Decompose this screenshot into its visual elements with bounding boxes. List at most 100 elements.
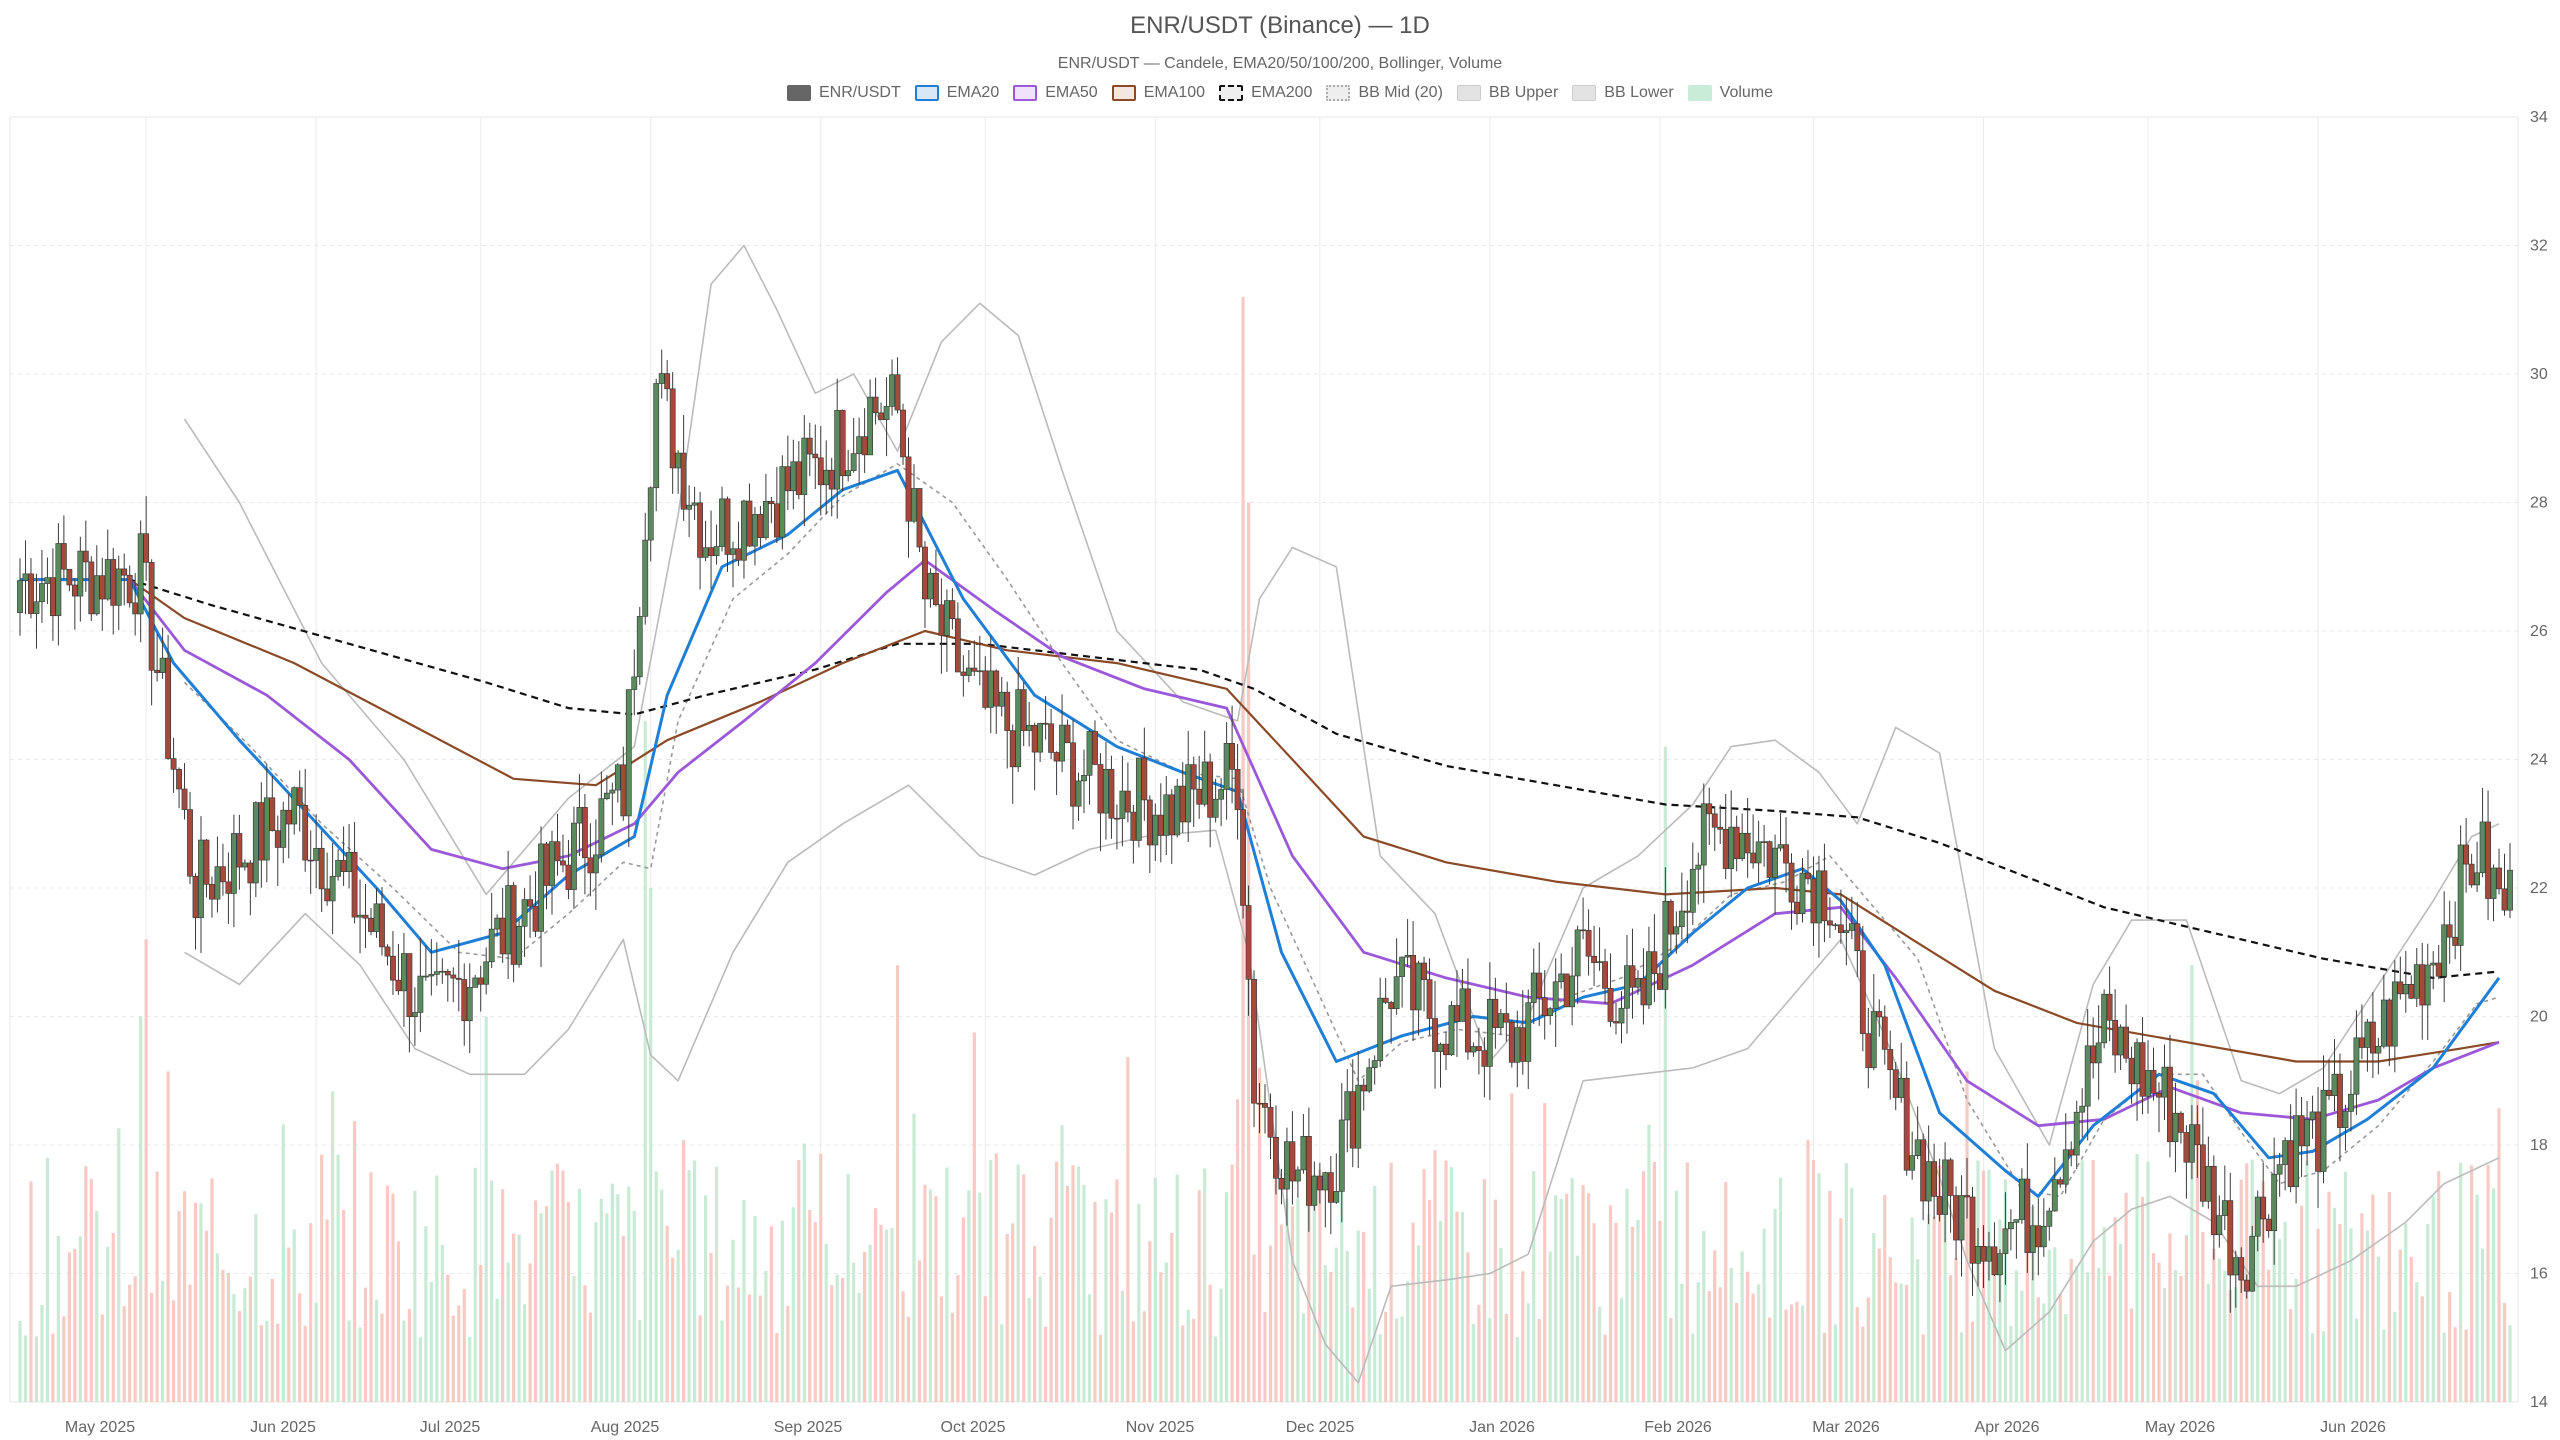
legend-item-bblower[interactable]: BB Lower	[1572, 84, 1674, 102]
volume-bar	[1888, 1257, 1892, 1402]
candle-body	[340, 860, 347, 873]
candle-body	[1124, 790, 1131, 813]
legend-item-ema100[interactable]: EMA100	[1111, 84, 1205, 102]
volume-bar	[1455, 1211, 1459, 1402]
legend-item-ema20[interactable]: EMA20	[914, 84, 999, 102]
candle-body	[1130, 811, 1137, 841]
candle-body	[905, 456, 912, 522]
volume-bar	[2283, 1221, 2287, 1402]
candle-body	[828, 469, 835, 490]
volume-bar	[923, 1184, 927, 1402]
legend-swatch-volume	[1687, 85, 1712, 101]
volume-bar	[901, 1291, 905, 1402]
candle-body	[823, 469, 830, 486]
candle-body	[132, 602, 139, 615]
legend-label-bbupper: BB Upper	[1488, 84, 1559, 101]
candle-body	[1887, 1049, 1894, 1071]
candle-body	[510, 885, 517, 965]
candle-body	[39, 583, 45, 603]
volume-bar	[490, 1180, 494, 1402]
volume-bar	[1098, 1334, 1103, 1402]
volume-bar	[1537, 1319, 1541, 1402]
volume-bar	[808, 1209, 812, 1402]
volume-bar	[895, 965, 900, 1402]
volume-bar	[2053, 1247, 2057, 1402]
volume-bar	[259, 1325, 263, 1402]
candle-body	[2095, 1042, 2102, 1064]
candle-body	[2210, 1165, 2217, 1236]
candle-body	[1508, 1021, 1515, 1063]
candle-body	[998, 691, 1005, 707]
volume-bar	[1948, 1275, 1953, 1402]
volume-bar	[1252, 1254, 1256, 1402]
volume-bar	[407, 1308, 412, 1402]
volume-bar	[1493, 1199, 1497, 1402]
volume-bar	[1883, 1195, 1887, 1402]
candle-body	[2183, 1132, 2190, 1163]
legend-item-bbupper[interactable]: BB Upper	[1456, 84, 1559, 102]
volume-bar	[1515, 1337, 1519, 1402]
volume-bar	[1384, 1311, 1388, 1402]
volume-bar	[451, 1315, 455, 1402]
candle-body	[2216, 1215, 2223, 1236]
ema200-line	[20, 578, 2500, 979]
volume-bar	[1131, 1321, 1135, 1402]
volume-bar	[1570, 1178, 1574, 1402]
volume-bar	[2228, 1289, 2232, 1402]
candle-body	[2068, 1149, 2075, 1156]
volume-bar	[758, 1295, 763, 1402]
candle-body	[1530, 972, 1537, 1003]
volume-bar	[1839, 1218, 1843, 1402]
x-tick-label: May 2025	[65, 1419, 135, 1436]
candle-body	[620, 764, 627, 817]
x-tick-label: May 2026	[2145, 1419, 2215, 1436]
candle-body	[1788, 862, 1795, 903]
volume-bar	[1065, 1185, 1070, 1402]
candle-body	[71, 584, 78, 597]
candle-body	[1196, 788, 1203, 805]
volume-bar	[1482, 1179, 1486, 1402]
volume-bar	[270, 1278, 274, 1402]
candle-body	[713, 546, 720, 556]
candle-body	[165, 657, 171, 759]
candle-body	[143, 533, 150, 563]
volume-bar	[572, 1275, 576, 1402]
candle-body	[433, 971, 440, 975]
legend-item-volume[interactable]: Volume	[1687, 84, 1773, 102]
volume-bar	[539, 1213, 543, 1402]
legend-item-ema200[interactable]: EMA200	[1219, 84, 1312, 102]
volume-bar	[2272, 1229, 2276, 1402]
candle-body	[1042, 722, 1049, 725]
volume-bar	[1033, 1246, 1037, 1402]
volume-bar	[182, 1191, 187, 1402]
volume-bar	[160, 1280, 165, 1402]
legend-item-candles[interactable]: ENR/USDT	[786, 84, 901, 102]
volume-bar	[2146, 1161, 2150, 1402]
volume-bar	[1115, 1179, 1119, 1402]
volume-bar	[1565, 1193, 1569, 1402]
volume-bar	[2502, 1302, 2507, 1402]
volume-bar	[1356, 1230, 1360, 1402]
volume-bar	[2420, 1296, 2424, 1402]
candle-body	[1997, 1253, 2003, 1276]
candle-body	[66, 568, 73, 586]
volume-bar	[1910, 1217, 1914, 1402]
candle-body	[1262, 1103, 1268, 1108]
volume-bar	[583, 1285, 587, 1402]
legend-item-ema50[interactable]: EMA50	[1013, 84, 1098, 102]
volume-bar	[1702, 1231, 1706, 1402]
volume-bar	[303, 1325, 307, 1402]
volume-bar	[2195, 1080, 2199, 1402]
volume-bar	[1274, 1179, 1278, 1402]
y-tick-label: 34	[2530, 109, 2548, 126]
candle-body	[1311, 1175, 1318, 1206]
volume-bar	[232, 1294, 236, 1402]
candle-body	[477, 977, 484, 985]
legend-item-bbmid[interactable]: BB Mid (20)	[1326, 84, 1443, 102]
volume-bar	[1652, 1162, 1657, 1402]
volume-bar	[945, 1167, 949, 1402]
volume-bar	[671, 1257, 675, 1402]
candle-body	[1481, 1050, 1488, 1067]
volume-bar	[2069, 1258, 2073, 1402]
